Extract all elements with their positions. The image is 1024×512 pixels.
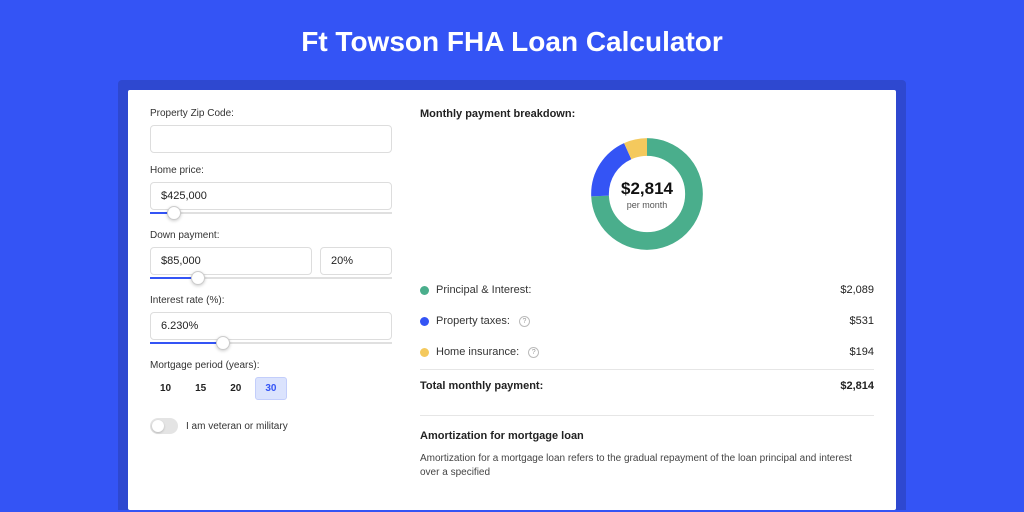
donut-center: $2,814 per month	[585, 132, 709, 256]
down-percent-input[interactable]	[320, 247, 392, 275]
page-title: Ft Towson FHA Loan Calculator	[0, 0, 1024, 80]
breakdown-title: Monthly payment breakdown:	[420, 108, 874, 120]
legend-list: Principal & Interest: $2,089 Property taxe…	[420, 274, 874, 367]
legend-total-row: Total monthly payment: $2,814	[420, 369, 874, 401]
zip-label: Property Zip Code:	[150, 108, 392, 119]
down-slider[interactable]	[150, 273, 392, 283]
rate-slider-fill	[150, 342, 223, 344]
period-button-20[interactable]: 20	[220, 377, 251, 400]
legend-row: Principal & Interest: $2,089	[420, 274, 874, 305]
veteran-toggle[interactable]	[150, 418, 178, 434]
legend-label: Property taxes:	[436, 315, 510, 327]
legend-row: Home insurance:? $194	[420, 336, 874, 367]
legend-value: $531	[850, 315, 874, 327]
price-slider[interactable]	[150, 208, 392, 218]
info-icon[interactable]: ?	[519, 316, 530, 327]
veteran-label: I am veteran or military	[186, 421, 288, 432]
down-label: Down payment:	[150, 230, 392, 241]
legend-dot	[420, 286, 429, 295]
rate-slider[interactable]	[150, 338, 392, 348]
period-button-30[interactable]: 30	[255, 377, 286, 400]
legend-value: $2,089	[840, 284, 874, 296]
card-shadow: Property Zip Code: Home price: Down paym…	[118, 80, 906, 510]
calculator-card: Property Zip Code: Home price: Down paym…	[128, 90, 896, 510]
info-icon[interactable]: ?	[528, 347, 539, 358]
legend-label: Home insurance:	[436, 346, 519, 358]
legend-row: Property taxes:? $531	[420, 305, 874, 336]
veteran-toggle-knob	[152, 420, 164, 432]
legend-dot	[420, 348, 429, 357]
rate-slider-thumb[interactable]	[216, 336, 230, 350]
donut-chart: $2,814 per month	[585, 132, 709, 256]
price-slider-thumb[interactable]	[167, 206, 181, 220]
legend-label: Principal & Interest:	[436, 284, 531, 296]
period-button-10[interactable]: 10	[150, 377, 181, 400]
period-button-15[interactable]: 15	[185, 377, 216, 400]
amortization-title: Amortization for mortgage loan	[420, 430, 874, 442]
donut-amount: $2,814	[621, 179, 673, 199]
legend-total-value: $2,814	[840, 380, 874, 392]
amortization-block: Amortization for mortgage loan Amortizat…	[420, 415, 874, 480]
breakdown-column: Monthly payment breakdown: $2,814 per mo…	[420, 108, 874, 510]
form-column: Property Zip Code: Home price: Down paym…	[150, 108, 392, 510]
price-label: Home price:	[150, 165, 392, 176]
veteran-toggle-row: I am veteran or military	[150, 418, 392, 434]
legend-value: $194	[850, 346, 874, 358]
amortization-text: Amortization for a mortgage loan refers …	[420, 452, 874, 480]
donut-chart-wrap: $2,814 per month	[420, 132, 874, 256]
period-button-row: 10152030	[150, 377, 392, 400]
down-amount-input[interactable]	[150, 247, 312, 275]
legend-dot	[420, 317, 429, 326]
donut-sub: per month	[627, 200, 668, 210]
down-slider-thumb[interactable]	[191, 271, 205, 285]
legend-total-label: Total monthly payment:	[420, 380, 543, 392]
period-label: Mortgage period (years):	[150, 360, 392, 371]
rate-input[interactable]	[150, 312, 392, 340]
zip-input[interactable]	[150, 125, 392, 153]
rate-label: Interest rate (%):	[150, 295, 392, 306]
price-input[interactable]	[150, 182, 392, 210]
